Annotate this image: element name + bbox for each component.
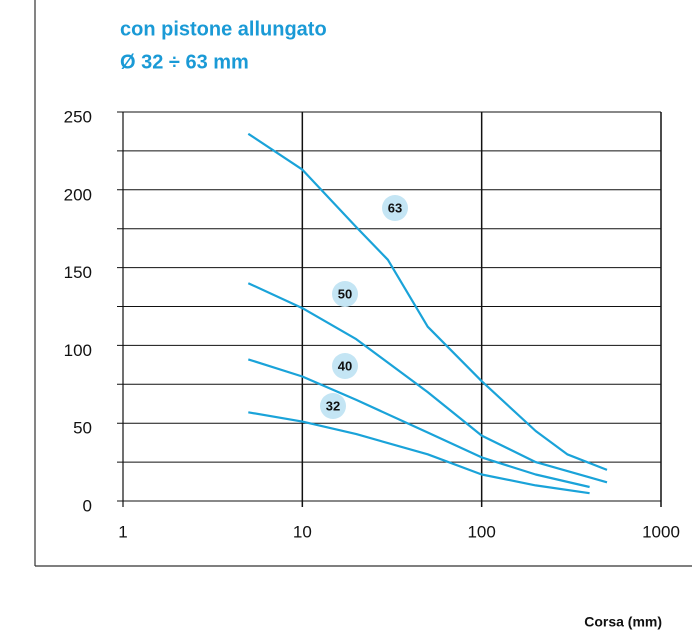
series-label: 63 (388, 200, 402, 215)
y-tick-label: 200 (64, 185, 92, 204)
series-line (248, 411, 590, 495)
series-line (247, 132, 608, 471)
series-line (247, 358, 590, 489)
series-label-badge (332, 353, 358, 379)
y-tick-label: 50 (73, 419, 92, 438)
series-label: 32 (326, 398, 340, 413)
series-label-badge (320, 393, 346, 419)
y-tick-label: 0 (83, 496, 92, 515)
x-axis-label: Corsa (mm) (584, 614, 662, 630)
x-tick-label: 10 (293, 522, 312, 541)
series-line (247, 282, 608, 484)
series-label: 50 (338, 286, 352, 301)
series-label-badge (382, 195, 408, 221)
x-tick-label: 1 (118, 522, 127, 541)
x-tick-label: 1000 (642, 522, 680, 541)
series-label-badge (332, 281, 358, 307)
series-label: 40 (338, 358, 352, 373)
x-tick-label: 100 (467, 522, 495, 541)
y-tick-label: 100 (64, 341, 92, 360)
chart-subtitle: Ø 32 ÷ 63 mm (120, 51, 249, 73)
y-tick-label: 150 (64, 263, 92, 282)
y-tick-label: 250 (64, 107, 92, 126)
chart-title: con pistone allungato (120, 18, 327, 40)
